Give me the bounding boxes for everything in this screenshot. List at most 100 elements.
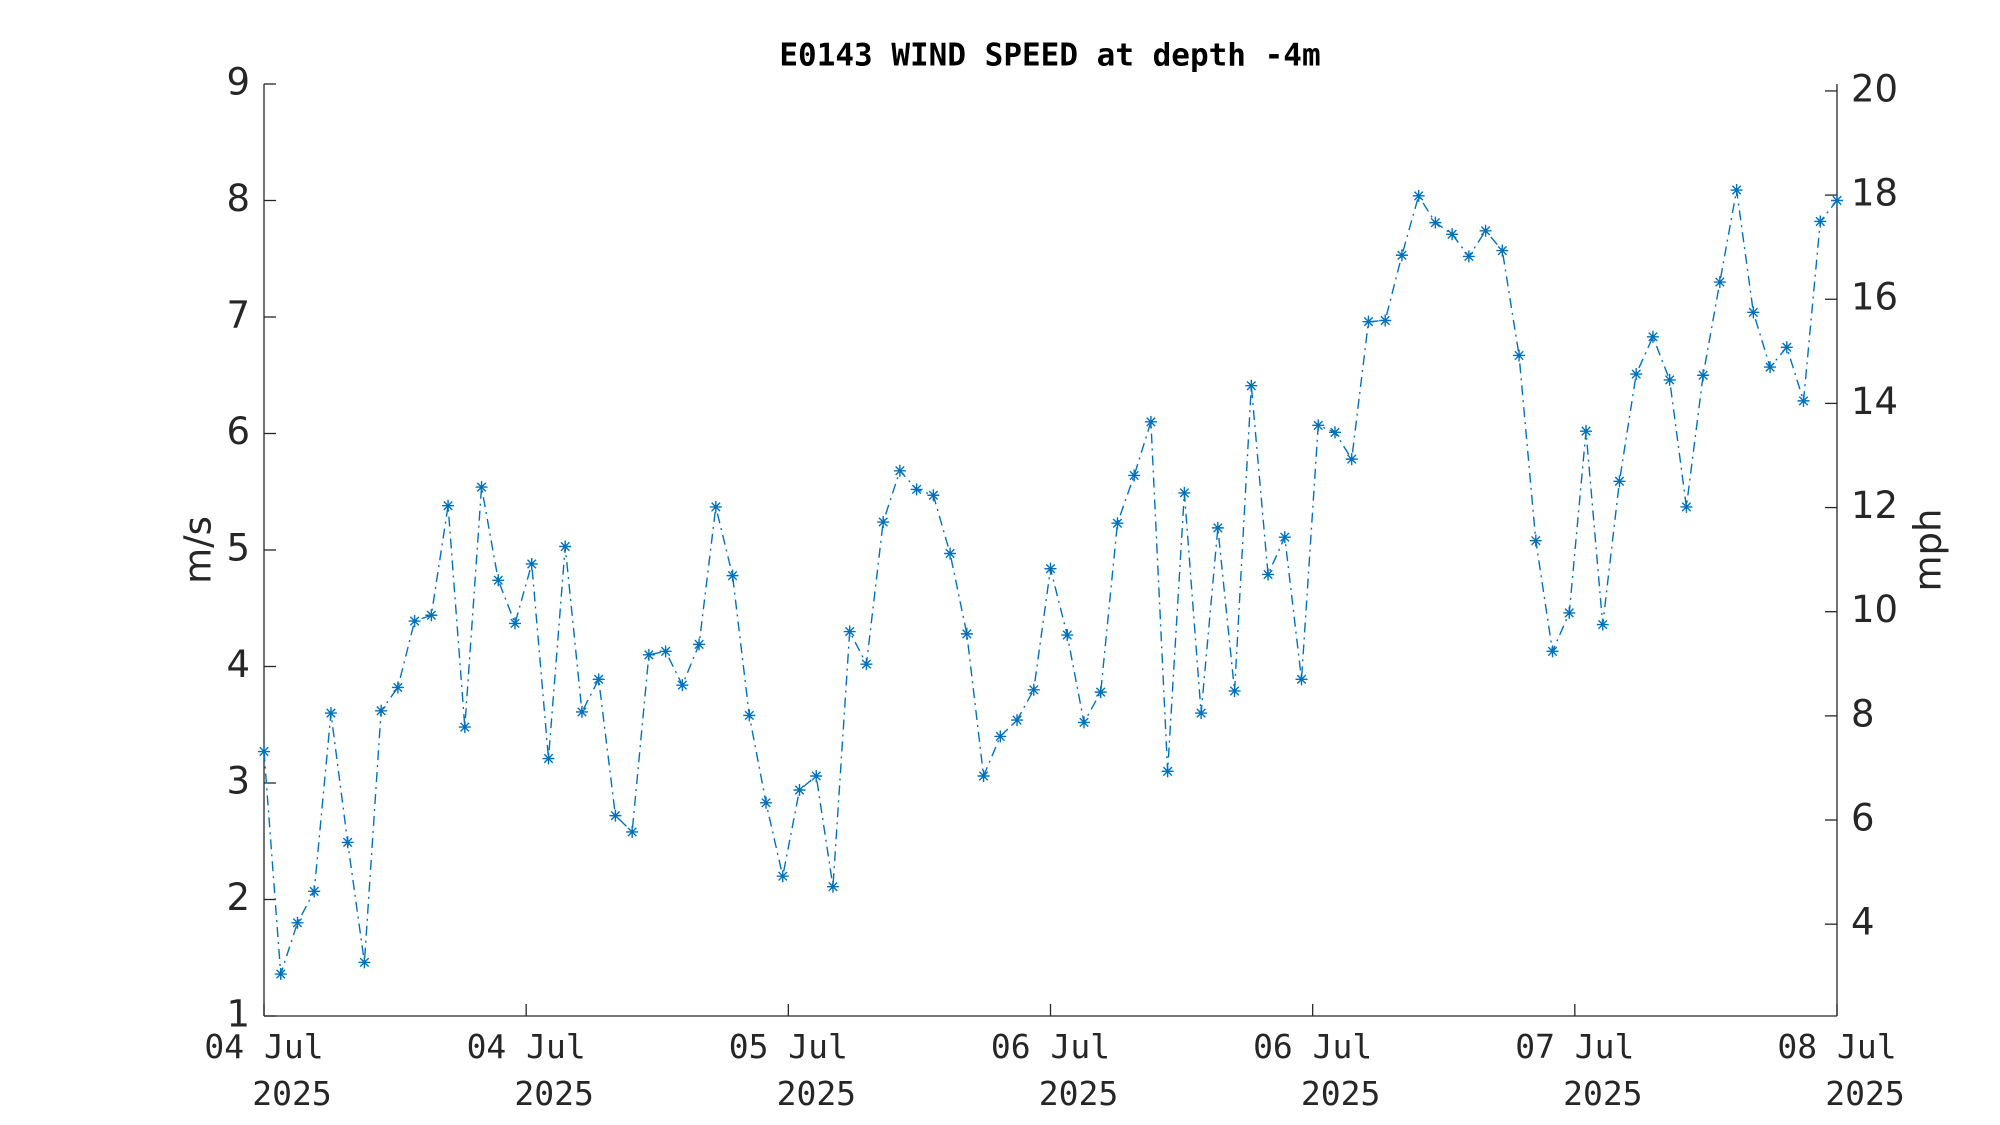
data-marker <box>1563 606 1576 619</box>
y-axis-label: m/s <box>177 516 220 584</box>
data-marker <box>1077 716 1090 729</box>
data-marker <box>1529 534 1542 547</box>
y-tick-label: 8 <box>226 177 250 220</box>
y2-tick-label: 14 <box>1851 380 1898 423</box>
data-marker <box>1161 765 1174 778</box>
y2-tick-label: 18 <box>1851 172 1898 215</box>
y-tick-label: 1 <box>226 993 250 1036</box>
data-marker <box>274 968 287 981</box>
data-marker <box>542 752 555 765</box>
data-marker <box>726 569 739 582</box>
data-marker <box>1496 244 1509 257</box>
data-marker <box>1362 315 1375 328</box>
data-marker <box>1630 368 1643 381</box>
data-marker <box>1144 415 1157 428</box>
data-marker <box>1111 517 1124 530</box>
data-marker <box>1764 361 1777 374</box>
data-marker <box>1730 184 1743 197</box>
data-marker <box>1462 250 1475 263</box>
data-marker <box>442 499 455 512</box>
y2-tick-label: 4 <box>1851 901 1875 944</box>
data-marker <box>642 648 655 661</box>
data-marker <box>1680 500 1693 513</box>
data-marker <box>860 658 873 671</box>
chart-title: E0143 WIND SPEED at depth -4m <box>779 38 1320 74</box>
data-marker <box>1345 453 1358 466</box>
data-marker <box>1245 379 1258 392</box>
x-tick-label: 08 Jul 2025 <box>1777 1027 1904 1113</box>
y2-tick-label: 16 <box>1851 276 1898 319</box>
data-marker <box>1596 618 1609 631</box>
data-marker <box>1579 425 1592 438</box>
y2-axis-label: mph <box>1907 509 1950 592</box>
y2-tick-label: 6 <box>1851 797 1875 840</box>
x-tick-label: 07 Jul 2025 <box>1515 1027 1642 1113</box>
x-tick-label: 06 Jul 2025 <box>1253 1027 1380 1113</box>
data-marker <box>994 730 1007 743</box>
data-marker <box>1044 562 1057 575</box>
data-marker <box>475 481 488 494</box>
data-marker <box>1479 224 1492 237</box>
data-marker <box>375 704 388 717</box>
data-marker <box>893 464 906 477</box>
data-marker <box>626 825 639 838</box>
data-marker <box>1278 531 1291 544</box>
y-tick-label: 4 <box>226 643 250 686</box>
data-marker <box>1395 249 1408 262</box>
data-marker <box>960 627 973 640</box>
data-marker <box>575 705 588 718</box>
data-marker <box>1446 228 1459 241</box>
data-marker <box>1713 276 1726 289</box>
data-marker <box>358 956 371 969</box>
data-marker <box>1513 349 1526 362</box>
x-tick-label: 04 Jul 2025 <box>467 1027 594 1113</box>
data-marker <box>927 489 940 502</box>
data-marker <box>509 617 522 630</box>
data-marker <box>776 870 789 883</box>
data-marker <box>1780 341 1793 354</box>
data-marker <box>492 574 505 587</box>
data-marker <box>425 609 438 622</box>
data-marker <box>1412 189 1425 202</box>
data-marker <box>1747 306 1760 319</box>
data-marker <box>810 770 823 783</box>
data-marker <box>559 540 572 553</box>
data-marker <box>659 645 672 658</box>
data-marker <box>1011 714 1024 727</box>
data-marker <box>1663 373 1676 386</box>
y2-tick-label: 8 <box>1851 692 1875 735</box>
data-marker <box>1178 486 1191 499</box>
data-marker <box>676 679 689 692</box>
x-tick-label: 05 Jul 2025 <box>729 1027 856 1113</box>
data-marker <box>1211 521 1224 534</box>
y-tick-label: 6 <box>226 410 250 453</box>
data-marker <box>1814 215 1827 228</box>
y2-tick-label: 12 <box>1851 484 1898 527</box>
data-marker <box>258 745 270 758</box>
x-tick-label: 04 Jul 2025 <box>204 1027 331 1113</box>
data-marker <box>1228 684 1241 697</box>
data-marker <box>977 770 990 783</box>
data-marker <box>793 783 806 796</box>
data-marker <box>308 885 321 898</box>
data-marker <box>408 615 421 628</box>
data-marker <box>1328 426 1341 439</box>
data-marker <box>910 483 923 496</box>
data-marker <box>1379 314 1392 327</box>
data-marker <box>1831 194 1843 207</box>
data-marker <box>324 707 337 720</box>
data-marker <box>843 625 856 638</box>
data-marker <box>1429 216 1442 229</box>
data-marker <box>1295 673 1308 686</box>
y-tick-label: 7 <box>226 294 250 337</box>
y-tick-label: 3 <box>226 760 250 803</box>
data-marker <box>1195 707 1208 720</box>
data-marker <box>1613 475 1626 488</box>
data-marker <box>944 547 957 560</box>
y-tick-label: 5 <box>226 527 250 570</box>
data-marker <box>458 721 471 734</box>
data-marker <box>1697 369 1710 382</box>
data-marker <box>826 880 839 893</box>
data-marker <box>743 709 756 722</box>
